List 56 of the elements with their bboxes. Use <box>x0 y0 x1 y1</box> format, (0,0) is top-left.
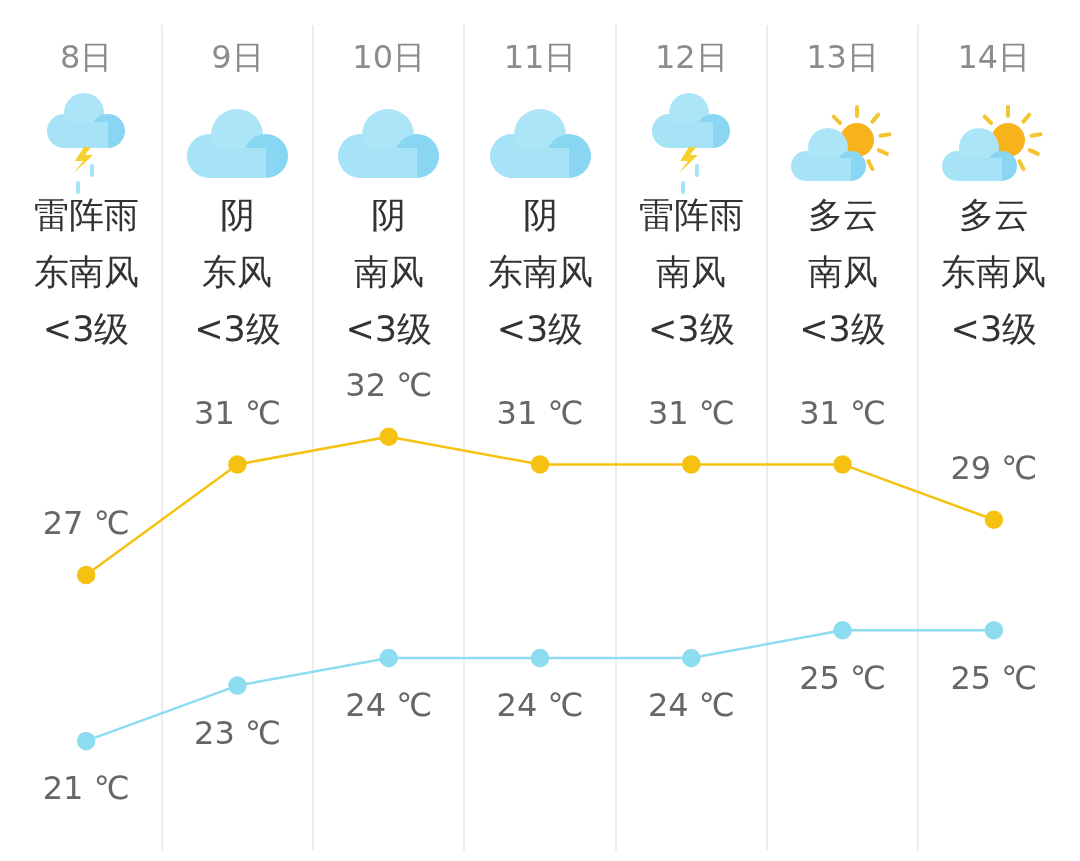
data-label: 24 ℃ <box>647 686 735 725</box>
text: <3级 <box>194 309 281 350</box>
text: 阴 <box>219 195 255 236</box>
point <box>833 455 852 474</box>
x-tick-label: 11日 <box>503 38 577 77</box>
point <box>682 455 701 474</box>
text: 多云 <box>958 195 1029 236</box>
text: <3级 <box>799 309 886 350</box>
x-tick-label: 8日 <box>59 38 113 77</box>
text: 雷阵雨 <box>33 195 139 236</box>
data-label: 27 ℃ <box>42 504 130 543</box>
text: 南风 <box>353 252 424 293</box>
text: <3级 <box>345 309 433 350</box>
point <box>530 648 550 668</box>
point <box>984 510 1004 529</box>
data-label: 24 ℃ <box>496 686 584 725</box>
data-label: 25 ℃ <box>799 658 886 697</box>
text: 阴 <box>371 195 407 236</box>
data-label: 29 ℃ <box>950 449 1038 488</box>
data-label: 31 ℃ <box>647 393 735 432</box>
text: <3级 <box>496 309 584 350</box>
point <box>379 427 398 447</box>
point <box>228 455 247 474</box>
point <box>530 455 550 474</box>
text: <3级 <box>950 309 1038 350</box>
point <box>682 648 701 668</box>
text: 阴 <box>522 195 558 236</box>
data-label: 31 ℃ <box>194 393 281 432</box>
data-label: 31 ℃ <box>799 393 886 432</box>
x-tick-label: 10日 <box>352 38 426 77</box>
data-label: 24 ℃ <box>345 686 433 725</box>
point <box>228 676 247 695</box>
text: 东南风 <box>941 252 1047 293</box>
point <box>833 621 852 640</box>
data-label: 32 ℃ <box>345 366 433 405</box>
text: 南风 <box>807 252 878 293</box>
data-label: 31 ℃ <box>496 393 584 432</box>
text: 东南风 <box>33 252 139 293</box>
text: 雷阵雨 <box>638 195 744 236</box>
point <box>379 648 398 668</box>
text: <3级 <box>647 309 735 350</box>
point <box>76 565 96 585</box>
x-tick-label: 12日 <box>654 38 728 77</box>
text: 东南风 <box>487 252 593 293</box>
point <box>984 621 1004 640</box>
text: <3级 <box>42 309 130 350</box>
text: 多云 <box>807 195 878 236</box>
x-tick-label: 14日 <box>957 38 1031 77</box>
data-label: 23 ℃ <box>194 713 281 752</box>
data-label: 25 ℃ <box>950 658 1038 697</box>
x-tick-label: 13日 <box>806 38 879 77</box>
x-tick-label: 9日 <box>211 38 264 77</box>
data-label: 21 ℃ <box>42 769 130 808</box>
text: 东风 <box>202 252 273 293</box>
text: 南风 <box>656 252 727 293</box>
point <box>76 731 96 751</box>
